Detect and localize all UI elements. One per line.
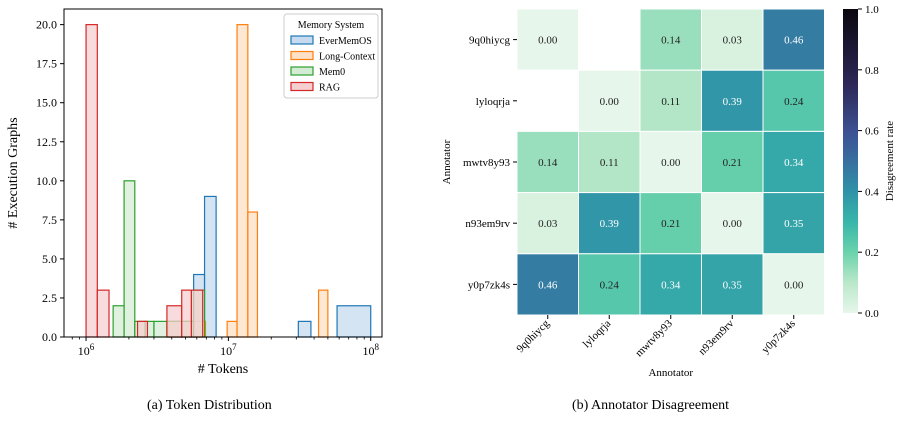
y-tick-label-a-7: 17.5	[36, 57, 57, 71]
heatmap-cell-value-0-3: 0.03	[723, 35, 743, 47]
heatmap-cell-4-0	[516, 253, 579, 316]
heatmap-cell-value-4-4: 0.00	[784, 279, 804, 291]
heatmap-cell-value-1-2: 0.11	[661, 96, 680, 108]
y-tick-label-a-5: 12.5	[36, 135, 57, 149]
heatmap-cell-0-0	[516, 8, 579, 71]
heatmap-cell-1-4	[762, 69, 825, 132]
heatmap-cell-4-2	[639, 253, 702, 316]
heatmap-cell-value-1-1: 0.00	[600, 96, 620, 108]
plot-frame-a	[63, 8, 383, 338]
heatmap-cell-value-0-4: 0.46	[784, 35, 804, 47]
legend-swatch-mem0	[290, 66, 314, 76]
hist-bar-evermemos-5	[336, 305, 372, 338]
legend-swatch-rag	[290, 81, 314, 92]
y-tick-label-a-2: 5.0	[42, 252, 57, 266]
heatmap-cell-1-3	[701, 69, 764, 132]
heatmap-cell-value-3-0: 0.03	[538, 218, 558, 230]
x-axis-label-a: # Tokens	[198, 362, 248, 377]
caption-a: (a) Token Distribution	[147, 398, 272, 413]
heatmap-cell-value-2-2: 0.00	[661, 157, 681, 169]
colorbar-tick-label-1: 0.2	[865, 247, 879, 259]
y-axis-label-a: # Execution Graphs	[6, 117, 21, 228]
heatmap-cell-value-3-2: 0.21	[661, 218, 680, 230]
x-tick-label-a-1: 107	[220, 342, 237, 358]
y-tick-label-a-1: 2.5	[42, 291, 57, 305]
heatmap-cell-value-1-3: 0.39	[723, 96, 743, 108]
row-label-2: mwtv8y93	[463, 157, 511, 169]
legend-label-mem0: Mem0	[319, 67, 345, 78]
legend-label-long-context: Long-Context	[319, 52, 375, 63]
x-tick-label-a-2: 108	[362, 342, 379, 358]
colorbar-tick-label-3: 0.6	[865, 126, 879, 138]
y-tick-label-a-4: 10.0	[36, 174, 57, 188]
legend-title-a: Memory System	[298, 20, 365, 31]
row-label-0: 9q0hiycg	[469, 35, 510, 47]
col-label-4: y0p7zk4s	[760, 318, 798, 356]
legend-box-a	[283, 13, 379, 99]
heatmap-cell-4-3	[701, 253, 764, 316]
heatmap-cell-value-3-4: 0.35	[784, 218, 804, 230]
x-tick-label-a-0: 106	[78, 342, 95, 358]
x-axis-label-b: Annotator	[648, 367, 693, 379]
legend-swatch-evermemos	[290, 35, 314, 45]
heatmap-cell-value-2-3: 0.21	[723, 157, 742, 169]
heatmap-cell-2-3	[701, 130, 764, 194]
heatmap-cell-4-4	[762, 253, 825, 316]
legend-swatch-long-context	[290, 50, 314, 61]
heatmap-cell-value-0-2: 0.14	[661, 35, 681, 47]
row-label-3: n93em9rv	[465, 218, 510, 230]
legend-label-rag: RAG	[319, 83, 340, 94]
heatmap-cell-value-4-3: 0.35	[723, 279, 743, 291]
col-label-2: mwtv8y93	[633, 317, 675, 359]
heatmap-cell-2-4	[762, 130, 825, 194]
heatmap-cell-3-4	[762, 192, 825, 255]
y-tick-label-a-3: 7.5	[42, 213, 57, 227]
col-label-1: lyloqrja	[581, 318, 614, 351]
col-label-3: n93em9rv	[696, 317, 736, 357]
row-label-1: lyloqrja	[476, 96, 510, 108]
heatmap-cell-value-4-0: 0.46	[538, 279, 558, 291]
heatmap-cell-value-4-2: 0.34	[661, 279, 681, 291]
colorbar-label: Disagreement rate	[884, 121, 896, 201]
heatmap-cell-1-2	[639, 69, 702, 132]
row-label-4: y0p7zk4s	[468, 279, 510, 291]
heatmap-cell-empty-0-1	[578, 8, 641, 71]
heatmap-cell-value-2-0: 0.14	[538, 157, 558, 169]
heatmap-cell-value-0-0: 0.00	[538, 35, 558, 47]
colorbar-tick-label-0: 0.0	[865, 308, 879, 320]
col-label-0: 9q0hiycg	[514, 317, 552, 355]
colorbar-tick-label-4: 0.8	[865, 65, 879, 77]
legend-label-evermemos: EverMemOS	[319, 36, 372, 47]
colorbar-tick-label-2: 0.4	[865, 186, 879, 198]
heatmap-cell-3-3	[701, 192, 764, 255]
heatmap-cell-value-3-3: 0.00	[723, 218, 743, 230]
y-tick-label-a-0: 0.0	[42, 330, 57, 344]
heatmap-cell-value-2-1: 0.11	[600, 157, 619, 169]
heatmap-cell-value-2-4: 0.34	[784, 157, 804, 169]
y-tick-label-a-8: 20.0	[36, 18, 57, 32]
heatmap-cell-4-1	[578, 253, 641, 316]
y-tick-label-a-6: 15.0	[36, 96, 57, 110]
heatmap-cell-0-3	[701, 8, 764, 71]
heatmap-cell-value-4-1: 0.24	[600, 279, 620, 291]
heatmap-cell-value-3-1: 0.39	[600, 218, 620, 230]
caption-b: (b) Annotator Disagreement	[572, 398, 730, 413]
colorbar-tick-label-5: 1.0	[865, 4, 879, 16]
colorbar	[843, 9, 858, 313]
heatmap-cell-empty-1-0	[516, 69, 579, 132]
heatmap-cell-3-0	[516, 192, 579, 255]
y-axis-label-b: Annotator	[441, 139, 453, 184]
heatmap-cell-value-1-4: 0.24	[784, 96, 804, 108]
